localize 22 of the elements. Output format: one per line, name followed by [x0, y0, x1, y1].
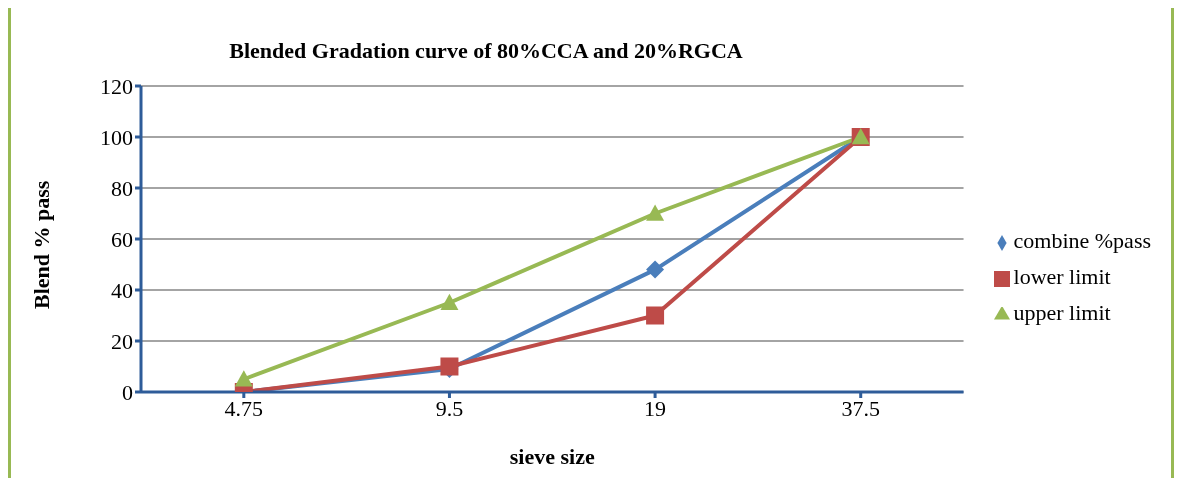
x-axis-title: sieve size: [509, 444, 595, 469]
y-tick-label: 120: [100, 73, 133, 99]
y-axis-title: Blend % pass: [28, 180, 54, 309]
x-tick-label: 37.5: [841, 395, 880, 421]
legend-label: combine %pass: [1013, 228, 1151, 253]
point: [646, 306, 665, 325]
x-tick-label: 4.75: [224, 395, 264, 421]
y-tick-label: 100: [100, 124, 133, 150]
x-tick-label: 19: [644, 395, 667, 421]
legend-label: upper limit: [1013, 300, 1111, 325]
legend-label: lower limit: [1013, 264, 1111, 289]
y-tick-label: 80: [111, 175, 133, 201]
point: [234, 370, 253, 387]
point: [440, 293, 459, 310]
point: [646, 204, 665, 221]
y-tick-label: 40: [111, 277, 133, 303]
point: [646, 260, 665, 279]
y-tick-label: 20: [111, 328, 133, 354]
y-tick-label: 0: [122, 379, 133, 405]
y-tick-label: 60: [111, 226, 133, 252]
chart-title: Blended Gradation curve of 80%CCA and 20%RGCA: [228, 37, 744, 65]
x-tick-label: 9.5: [435, 395, 464, 421]
